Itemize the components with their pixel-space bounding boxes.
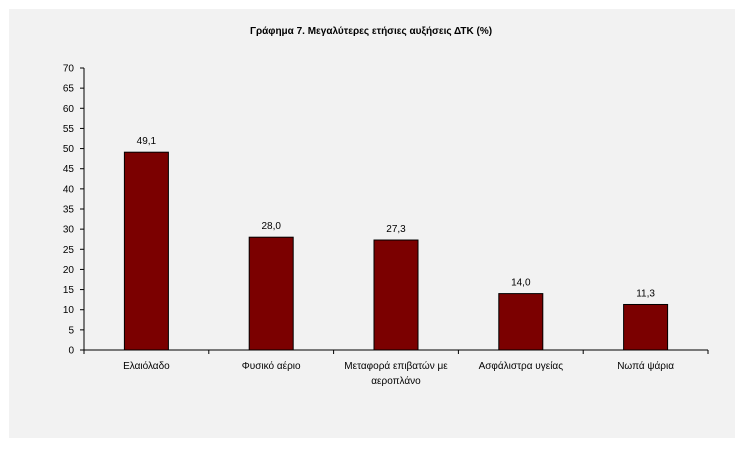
- y-tick-label: 10: [63, 305, 75, 316]
- bar: [123, 151, 169, 351]
- y-tick-label: 60: [63, 104, 75, 115]
- data-label: 11,3: [636, 288, 655, 299]
- bar: [498, 293, 544, 351]
- y-tick-label: 65: [63, 84, 75, 95]
- data-label: 28,0: [261, 221, 281, 232]
- chart-title: Γράφημα 7. Μεγαλύτερες ετήσιες αυξήσεις …: [249, 26, 493, 37]
- y-tick-label: 30: [63, 225, 75, 236]
- y-tick-label: 15: [63, 285, 75, 296]
- y-tick-label: 50: [63, 144, 75, 155]
- category-label: Ελαιόλαδο: [123, 360, 170, 372]
- bar: [373, 239, 419, 351]
- y-tick-label: 25: [63, 245, 75, 256]
- category-label: Ασφάλιστρα υγείας: [479, 360, 564, 372]
- y-tick-label: 45: [63, 164, 75, 175]
- y-tick-label: 0: [68, 346, 74, 357]
- y-tick-label: 5: [68, 325, 74, 336]
- y-tick-label: 70: [63, 64, 75, 75]
- data-label: 49,1: [137, 136, 157, 147]
- category-label: αεροπλάνο: [371, 375, 421, 387]
- category-label: Μεταφορά επιβατών με: [344, 360, 448, 372]
- bar: [623, 303, 669, 351]
- category-label: Νωπά ψάρια: [617, 360, 674, 372]
- y-tick-label: 20: [63, 265, 75, 276]
- bar: [248, 236, 294, 351]
- y-tick-label: 55: [63, 124, 75, 135]
- category-label: Φυσικό αέριο: [242, 360, 301, 372]
- y-tick-label: 35: [63, 205, 75, 216]
- data-label: 27,3: [386, 224, 406, 235]
- data-label: 14,0: [511, 278, 531, 289]
- y-tick-label: 40: [63, 184, 75, 195]
